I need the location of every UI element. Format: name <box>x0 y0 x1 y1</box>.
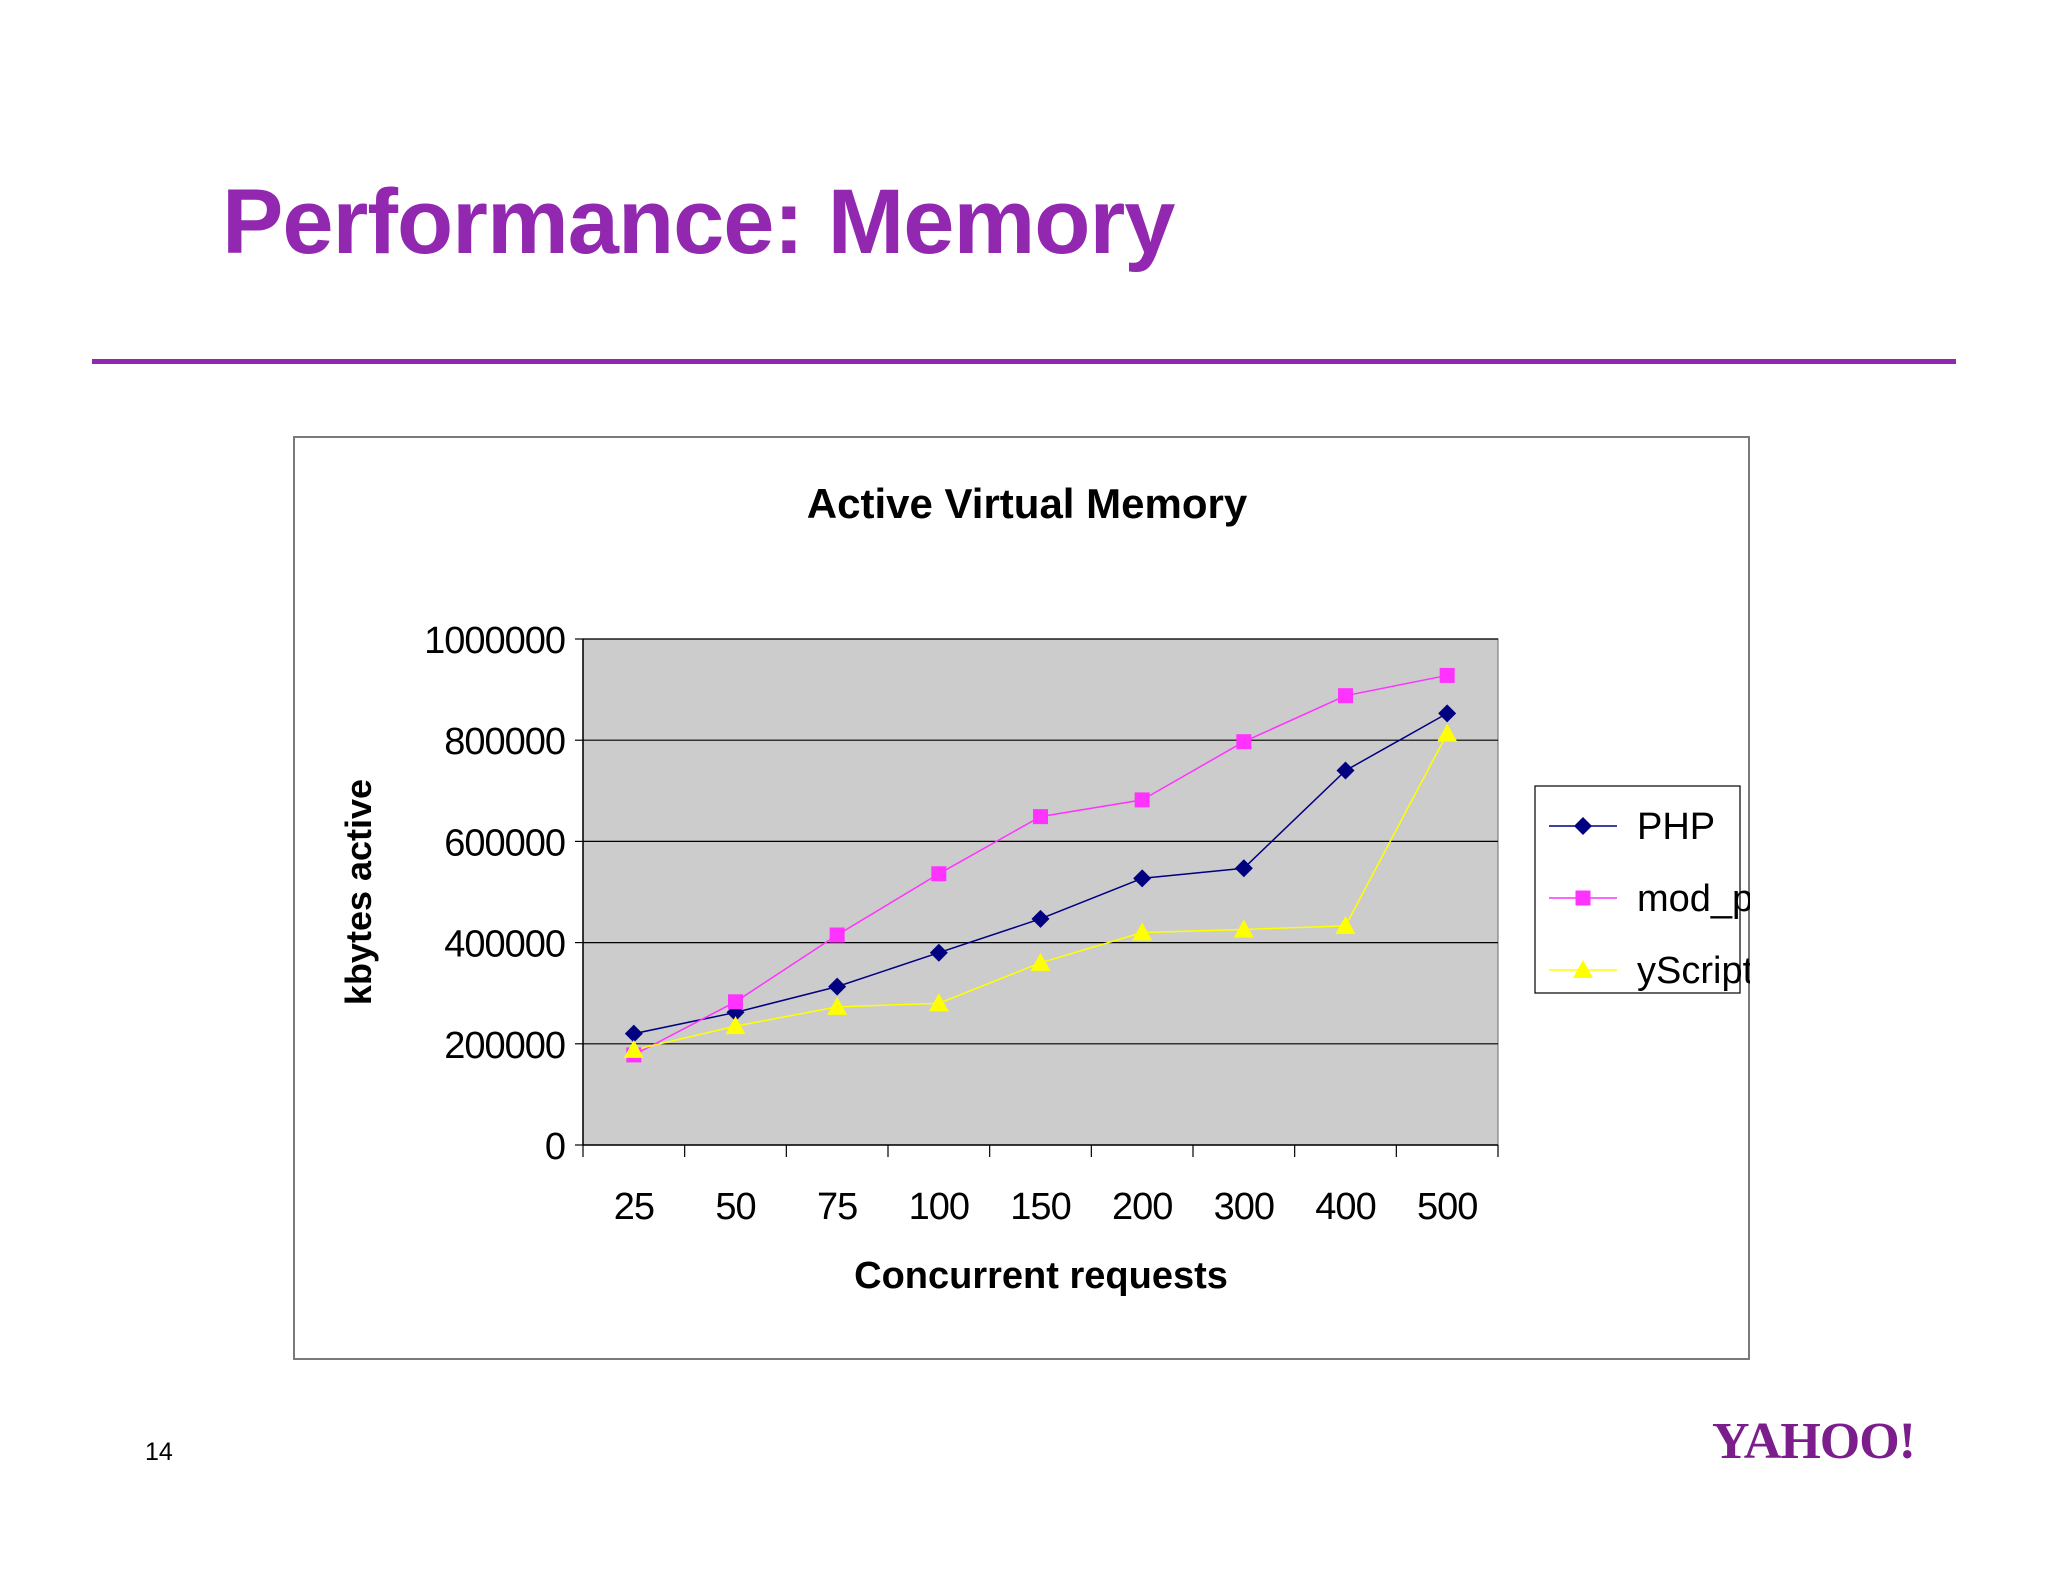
data-point-yscript <box>1233 919 1254 938</box>
x-tick-label: 300 <box>1214 1186 1274 1228</box>
y-tick-label: 800000 <box>444 721 565 763</box>
y-tick-label: 200000 <box>444 1025 565 1067</box>
x-tick-label: 150 <box>1010 1186 1070 1228</box>
x-tick-label: 50 <box>715 1186 755 1228</box>
data-point-php <box>929 943 948 962</box>
legend-box <box>1534 785 1741 994</box>
legend-marker-mod-perl <box>1575 890 1591 906</box>
y-tick-label: 600000 <box>444 822 565 864</box>
x-tick-label: 500 <box>1417 1186 1477 1228</box>
data-point-php <box>1133 869 1152 888</box>
data-point-php <box>1438 704 1457 723</box>
legend-marker-yscript <box>1573 960 1593 978</box>
data-point-php <box>1336 761 1355 780</box>
data-point-php <box>624 1024 643 1043</box>
x-tick-label: 25 <box>614 1186 654 1228</box>
x-tick-label: 400 <box>1315 1186 1375 1228</box>
data-point-yscript <box>1030 952 1051 971</box>
data-point-php <box>1234 859 1253 878</box>
legend-marker-php <box>1574 817 1592 835</box>
data-point-php <box>1031 909 1050 928</box>
legend-label-yscript: yScript <box>1637 950 1750 992</box>
data-point-mod-perl <box>728 994 743 1010</box>
y-axis-title: kbytes active <box>338 779 379 1005</box>
slide-title: Performance: Memory <box>222 171 1175 273</box>
data-point-mod-perl <box>1033 809 1048 825</box>
data-point-mod-perl <box>1236 734 1252 750</box>
data-point-yscript <box>1132 922 1153 941</box>
legend-label-php: PHP <box>1637 806 1715 848</box>
yahoo-logo: YAHOO! <box>1712 1413 1916 1470</box>
data-point-yscript <box>827 996 848 1015</box>
y-tick-label: 400000 <box>444 924 565 966</box>
chart-title: Active Virtual Memory <box>807 480 1248 527</box>
legend-label-mod-perl: mod_perl <box>1637 878 1750 920</box>
plot-area <box>582 638 1499 1146</box>
data-point-mod-perl <box>829 927 845 943</box>
data-point-mod-perl <box>1439 667 1455 683</box>
x-tick-label: 200 <box>1112 1186 1172 1228</box>
data-point-yscript <box>1335 915 1356 934</box>
page-number: 14 <box>145 1438 173 1466</box>
x-tick-label: 100 <box>909 1186 969 1228</box>
data-point-mod-perl <box>1338 688 1353 704</box>
data-point-mod-perl <box>931 866 947 882</box>
y-tick-label: 0 <box>545 1126 565 1168</box>
data-point-mod-perl <box>1134 792 1150 808</box>
title-divider <box>92 359 1956 364</box>
data-point-php <box>828 977 847 996</box>
data-point-yscript <box>725 1016 746 1035</box>
chart-frame: Active Virtual Memory 0 200000 400000 600000… <box>293 436 1750 1360</box>
data-point-yscript <box>928 993 949 1012</box>
line-chart: Active Virtual Memory 0 200000 400000 600000… <box>338 480 1750 1297</box>
data-point-yscript <box>623 1039 644 1058</box>
y-tick-label: 1000000 <box>424 620 565 662</box>
data-point-yscript <box>1437 723 1458 742</box>
x-axis-title: Concurrent requests <box>854 1255 1228 1297</box>
x-tick-label: 75 <box>817 1186 857 1228</box>
